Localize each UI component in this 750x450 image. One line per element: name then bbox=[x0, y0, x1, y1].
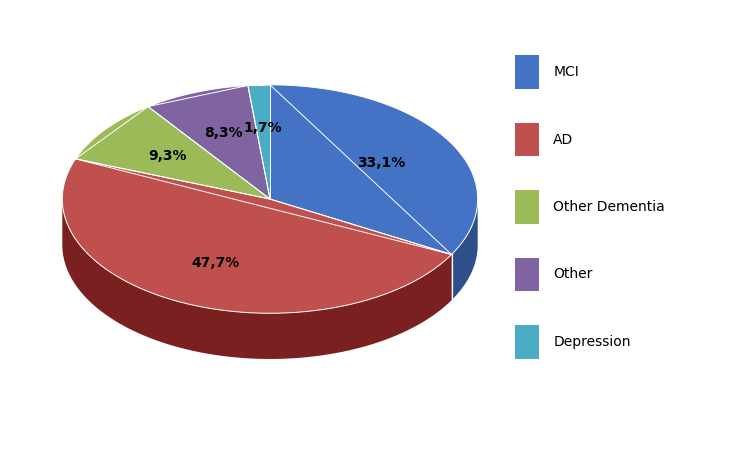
Polygon shape bbox=[62, 199, 452, 359]
Text: Other Dementia: Other Dementia bbox=[554, 200, 665, 214]
Text: Other: Other bbox=[554, 267, 592, 282]
Text: 8,3%: 8,3% bbox=[205, 126, 243, 140]
Polygon shape bbox=[148, 86, 270, 199]
Text: MCI: MCI bbox=[554, 65, 579, 79]
Polygon shape bbox=[248, 85, 270, 199]
Bar bbox=[514, 122, 538, 157]
Text: Depression: Depression bbox=[554, 335, 631, 349]
Bar bbox=[514, 257, 538, 292]
Bar bbox=[514, 325, 538, 359]
Polygon shape bbox=[270, 85, 478, 255]
Text: 1,7%: 1,7% bbox=[244, 122, 283, 135]
Text: AD: AD bbox=[554, 132, 574, 147]
Bar bbox=[514, 190, 538, 224]
Bar bbox=[514, 55, 538, 89]
Text: 47,7%: 47,7% bbox=[192, 256, 240, 270]
Text: 33,1%: 33,1% bbox=[357, 156, 405, 170]
Polygon shape bbox=[76, 107, 270, 199]
Polygon shape bbox=[62, 159, 452, 313]
Text: 9,3%: 9,3% bbox=[148, 149, 187, 163]
Polygon shape bbox=[452, 200, 478, 300]
